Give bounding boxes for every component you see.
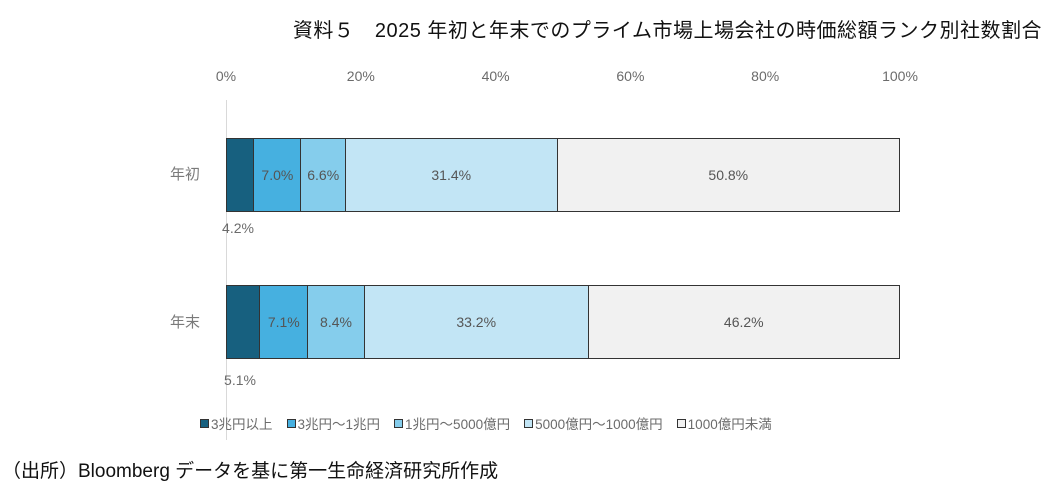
stacked-bar-end: 7.1% 8.4% 33.2% 46.2% [226,285,900,359]
bar-segment [226,138,255,212]
bar-segment: 7.1% [260,285,309,359]
legend-label: 5000億円～1000億円 [535,417,663,432]
legend-item: 1000億円未満 [676,413,772,433]
legend-label: 1000億円未満 [687,417,772,432]
bar-segment: 46.2% [588,285,900,359]
legend-item: 5000億円～1000億円 [524,413,663,433]
x-tick: 0% [215,68,237,84]
bar-segment: 31.4% [345,138,558,212]
x-tick: 80% [751,68,780,84]
plot-area: 0% 20% 40% 60% 80% 100% 年初 7.0% 6.6% 31.… [170,60,918,440]
legend: 3兆円以上 3兆円～1兆円 1兆円～5000億円 5000億円～1000億円 1… [200,413,772,433]
x-tick: 100% [882,68,918,84]
legend-swatch-icon [394,418,404,428]
data-label: 6.6% [307,167,340,183]
legend-swatch-icon [200,418,209,428]
bar-segment: 6.6% [301,138,346,212]
stacked-bar-start: 7.0% 6.6% 31.4% 50.8% [226,138,900,212]
category-label: 年末 [170,314,201,331]
legend-label: 1兆円～5000億円 [405,417,511,432]
bar-segment: 7.0% [254,138,302,212]
data-label: 7.1% [267,314,300,330]
x-tick: 40% [481,68,510,84]
data-label: 46.2% [723,314,764,330]
legend-item: 3兆円以上 [200,413,273,433]
source-note: （出所）Bloomberg データを基に第一生命経済研究所作成 [2,461,499,482]
legend-swatch-icon [676,418,686,428]
legend-label: 3兆円～1兆円 [297,417,381,432]
legend-swatch-icon [524,418,534,428]
x-tick: 60% [616,68,645,84]
chart-title: 資料５ 2025 年初と年末でのプライム市場上場会社の時価総額ランク別社数割合 [292,20,1042,42]
data-label: 8.4% [320,314,352,330]
data-label: 7.0% [261,167,294,183]
data-label: 31.4% [431,167,472,183]
data-label: 50.8% [708,167,749,183]
data-label: 5.1% [224,372,256,388]
bar-segment: 50.8% [557,138,900,212]
legend-label: 3兆円以上 [211,417,273,432]
data-label: 4.2% [222,220,254,236]
y-axis-line [226,100,227,440]
legend-item: 3兆円～1兆円 [286,413,381,433]
x-tick: 20% [346,68,375,84]
bar-segment: 8.4% [308,285,365,359]
bar-segment: 33.2% [364,285,589,359]
category-label: 年初 [170,166,201,183]
legend-item: 1兆円～5000億円 [394,413,510,433]
data-label: 33.2% [456,314,497,330]
bar-segment [226,285,261,359]
legend-swatch-icon [286,418,296,428]
